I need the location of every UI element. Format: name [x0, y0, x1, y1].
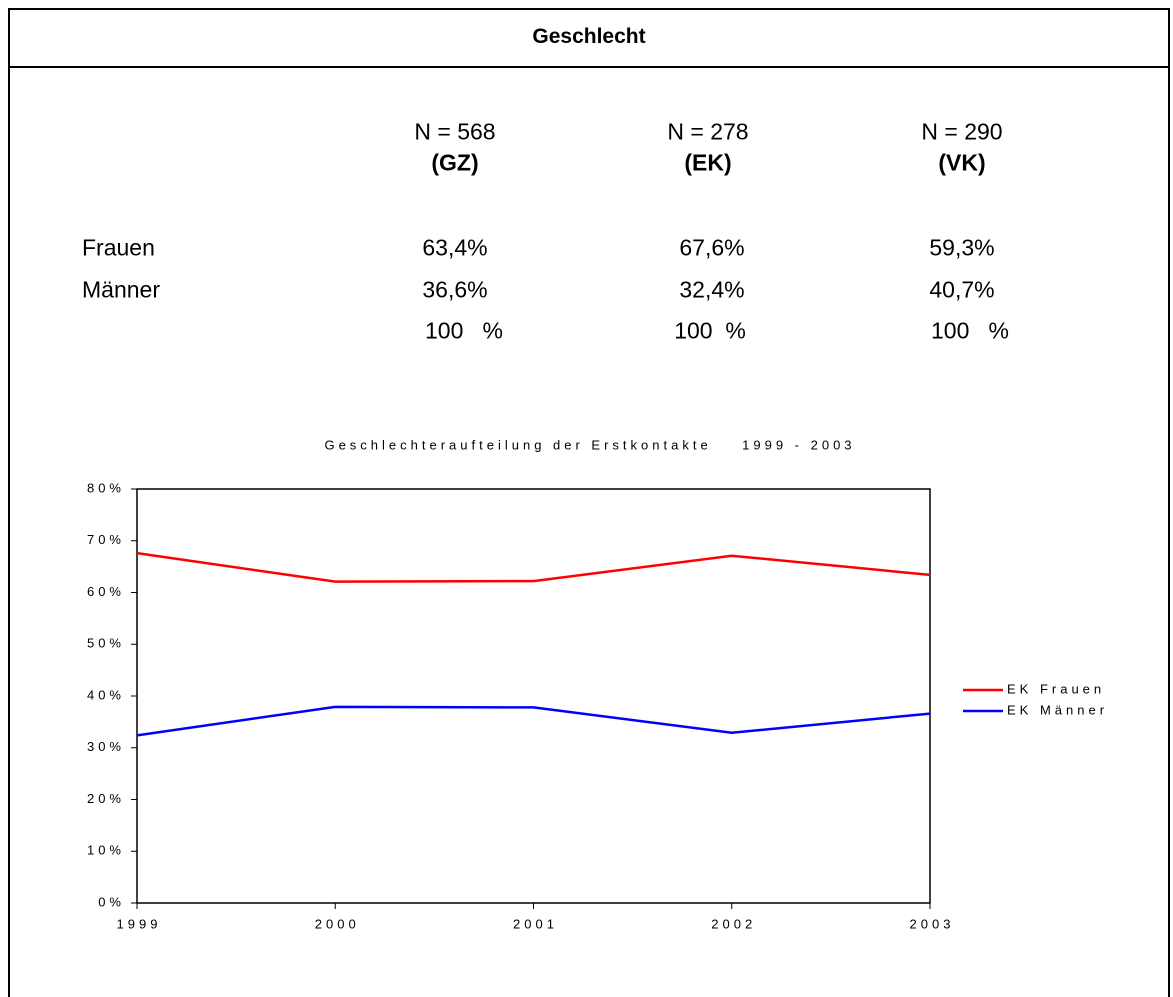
row-label: Frauen: [82, 234, 155, 261]
y-tick-label: 80%: [87, 480, 125, 495]
line-series: [136, 551, 931, 583]
x-tick-label: 1999: [117, 916, 162, 931]
cell: 40,7%: [929, 276, 995, 303]
column-n: N = 278: [667, 118, 749, 145]
y-tick-label: 70%: [87, 532, 125, 547]
x-tick-label: 2003: [910, 916, 955, 931]
cell: 67,6%: [679, 234, 745, 261]
column-group: (EK): [684, 149, 732, 176]
y-tick-label: 20%: [87, 791, 125, 806]
column-n: N = 290: [921, 118, 1003, 145]
page-title: Geschlecht: [8, 8, 1170, 68]
legend-label: EK Männer: [1007, 702, 1108, 717]
cell: 100 %: [674, 317, 746, 344]
plot-frame: [136, 488, 931, 904]
column-n: N = 568: [414, 118, 496, 145]
chart-title: Geschlechteraufteilung der Erstkontakte …: [324, 437, 855, 452]
y-tick-label: 30%: [87, 739, 125, 754]
y-tick-label: 0%: [98, 894, 125, 909]
cell: 100 %: [425, 317, 503, 344]
cell: 32,4%: [679, 276, 745, 303]
x-tick-label: 2002: [711, 916, 756, 931]
frame: [8, 8, 1170, 997]
y-tick-label: 40%: [87, 687, 125, 702]
column-group: (VK): [938, 149, 986, 176]
cell: 36,6%: [422, 276, 488, 303]
y-tick-label: 50%: [87, 636, 125, 651]
x-tick-label: 2001: [513, 916, 558, 931]
cell: 100 %: [931, 317, 1009, 344]
cell: 59,3%: [929, 234, 995, 261]
column-group: (GZ): [431, 149, 479, 176]
cell: 63,4%: [422, 234, 488, 261]
line-series: [136, 705, 931, 737]
y-tick-label: 60%: [87, 584, 125, 599]
row-label: Männer: [82, 276, 160, 303]
x-tick-label: 2000: [315, 916, 360, 931]
legend-label: EK Frauen: [1007, 681, 1105, 696]
y-tick-label: 10%: [87, 843, 125, 858]
